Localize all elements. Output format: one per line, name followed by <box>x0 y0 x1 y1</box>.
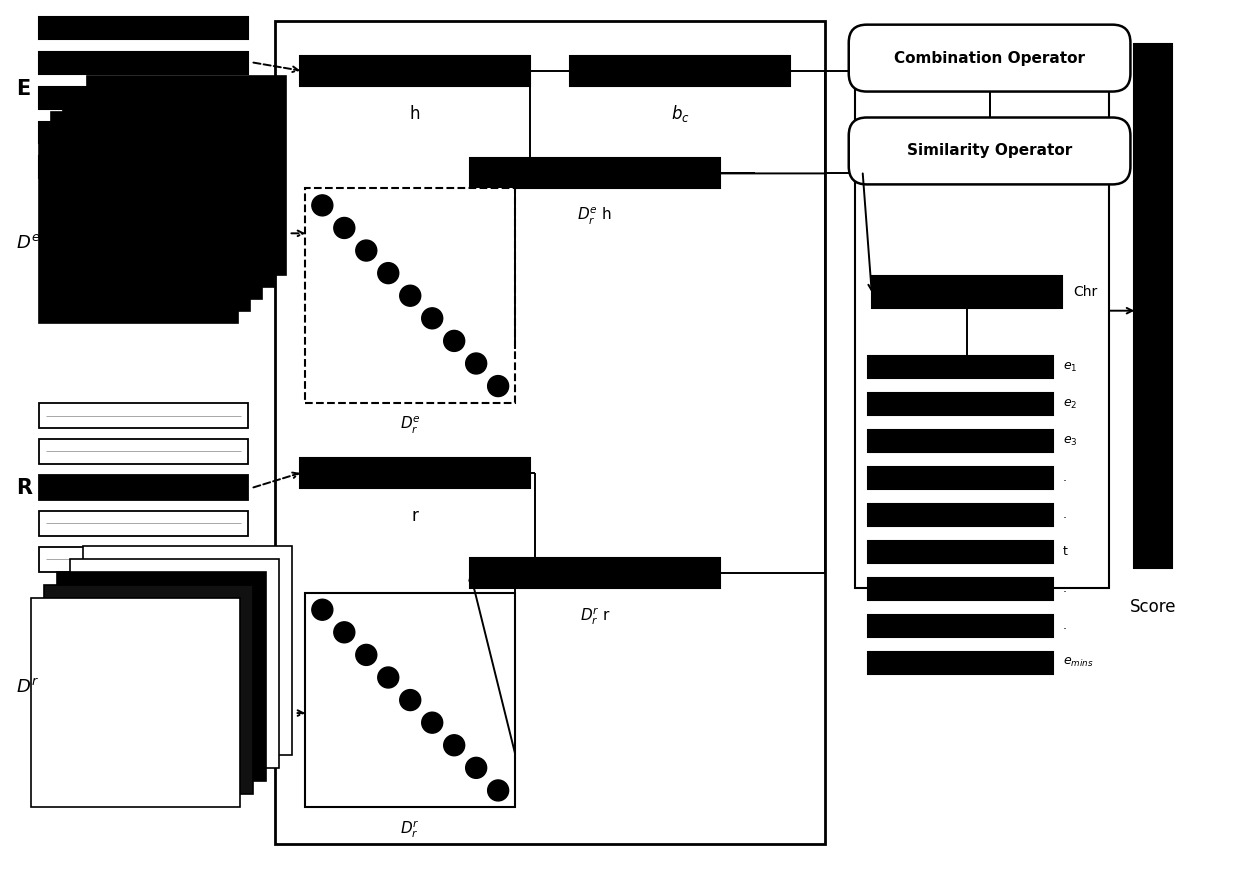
Bar <box>868 541 1053 563</box>
Bar <box>38 17 248 38</box>
Circle shape <box>399 285 420 306</box>
Text: Combination Operator: Combination Operator <box>894 51 1085 65</box>
Bar <box>38 123 238 323</box>
Bar <box>87 76 286 275</box>
Text: Chr: Chr <box>1074 285 1097 299</box>
Text: .: . <box>1063 619 1066 632</box>
Bar <box>57 572 267 781</box>
Bar <box>305 593 515 808</box>
Bar <box>868 467 1053 489</box>
Bar <box>83 546 293 755</box>
Bar <box>868 356 1053 378</box>
Bar <box>470 158 720 189</box>
Text: .: . <box>1063 582 1066 595</box>
Text: r: r <box>412 507 419 525</box>
Bar <box>38 546 248 572</box>
Text: t: t <box>1063 546 1068 559</box>
Text: $D_r^e$ h: $D_r^e$ h <box>578 206 613 227</box>
Bar <box>31 598 241 808</box>
Text: $D_r^r$ r: $D_r^r$ r <box>579 605 610 627</box>
Bar <box>38 403 248 428</box>
Circle shape <box>444 735 465 756</box>
Bar <box>570 56 790 86</box>
Text: $e_{mins}$: $e_{mins}$ <box>1063 656 1094 670</box>
FancyBboxPatch shape <box>848 118 1131 184</box>
Text: h: h <box>410 105 420 122</box>
Text: Score: Score <box>1130 598 1177 615</box>
Text: $D_r^r$: $D_r^r$ <box>401 819 420 841</box>
Circle shape <box>378 263 399 284</box>
Bar <box>868 651 1053 674</box>
Circle shape <box>399 690 420 711</box>
Bar <box>300 56 531 86</box>
Bar <box>38 86 248 108</box>
Bar <box>38 511 248 536</box>
Circle shape <box>378 667 399 688</box>
FancyBboxPatch shape <box>848 24 1131 92</box>
Circle shape <box>422 712 443 733</box>
Bar <box>38 156 248 178</box>
Text: $e_3$: $e_3$ <box>1063 435 1078 448</box>
Text: .: . <box>1063 471 1066 485</box>
Circle shape <box>334 622 355 643</box>
Text: $D_r^e$: $D_r^e$ <box>399 415 420 436</box>
Bar <box>305 189 515 403</box>
Text: .: . <box>1063 508 1066 521</box>
Text: $e_1$: $e_1$ <box>1063 361 1076 374</box>
Text: E: E <box>16 79 30 99</box>
Bar <box>868 504 1053 526</box>
Text: $e_2$: $e_2$ <box>1063 397 1076 410</box>
Text: R: R <box>16 478 32 498</box>
Bar <box>854 34 1110 588</box>
Bar <box>300 458 531 488</box>
Text: Similarity Operator: Similarity Operator <box>906 143 1073 159</box>
Circle shape <box>356 240 377 261</box>
Bar <box>38 121 248 143</box>
Bar <box>38 52 248 73</box>
Bar <box>872 276 1061 308</box>
Circle shape <box>422 308 443 329</box>
Bar <box>38 475 248 500</box>
Bar <box>38 439 248 464</box>
Bar <box>868 578 1053 600</box>
Bar <box>868 393 1053 415</box>
Circle shape <box>487 375 508 396</box>
Bar <box>868 430 1053 452</box>
Bar <box>74 87 274 287</box>
Circle shape <box>334 217 355 238</box>
Bar <box>1135 44 1172 567</box>
Bar <box>63 100 263 299</box>
Bar <box>43 585 253 794</box>
Bar <box>868 615 1053 636</box>
Text: $D^e$: $D^e$ <box>16 234 40 252</box>
Circle shape <box>311 599 332 620</box>
Circle shape <box>466 758 486 779</box>
Bar <box>470 558 720 588</box>
Bar <box>69 559 279 768</box>
Bar <box>275 21 825 844</box>
Circle shape <box>356 644 377 665</box>
Text: $b_c$: $b_c$ <box>671 103 689 124</box>
Circle shape <box>311 195 332 216</box>
Text: $D^r$: $D^r$ <box>16 678 38 697</box>
Bar <box>51 112 250 311</box>
Circle shape <box>444 330 465 352</box>
Circle shape <box>466 353 486 374</box>
Circle shape <box>487 780 508 801</box>
